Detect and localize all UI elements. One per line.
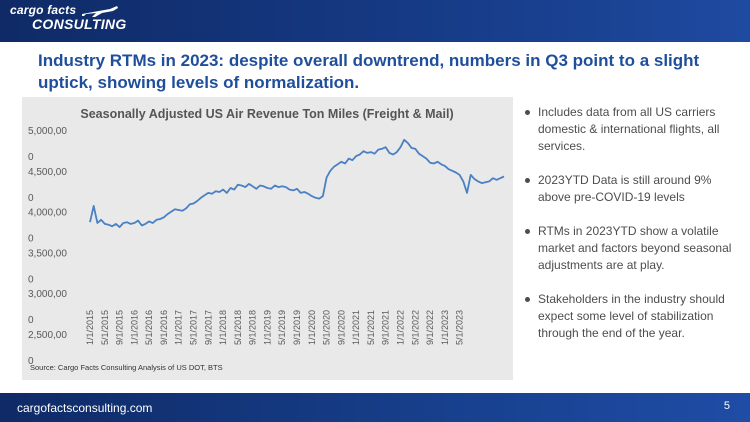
x-tick-label: 9/1/2022 xyxy=(425,310,435,345)
x-tick-label: 1/1/2022 xyxy=(396,310,406,345)
y-tick-label: 0 xyxy=(28,356,34,367)
series-line xyxy=(89,138,505,229)
x-tick-label: 1/1/2017 xyxy=(174,310,184,345)
source-note: Source: Cargo Facts Consulting Analysis … xyxy=(30,363,223,372)
x-tick-label: 5/1/2018 xyxy=(233,310,243,345)
bullet-text: 2023YTD Data is still around 9% above pr… xyxy=(538,173,712,204)
y-tick-label: 0 xyxy=(28,274,34,285)
x-tick-label: 1/1/2019 xyxy=(262,310,272,345)
x-tick-label: 5/1/2019 xyxy=(277,310,287,345)
bullet-item: Stakeholders in the industry should expe… xyxy=(522,291,734,342)
slide-title: Industry RTMs in 2023: despite overall d… xyxy=(38,51,700,92)
header-bar: cargo facts CONSULTING xyxy=(0,0,750,42)
logo: cargo facts CONSULTING xyxy=(10,4,127,31)
x-tick-label: 5/1/2021 xyxy=(366,310,376,345)
y-tick-label: 4,500,00 xyxy=(28,167,67,178)
footer-bar: cargofactsconsulting.com 5 xyxy=(0,393,750,422)
y-tick-label: 3,000,00 xyxy=(28,289,67,300)
line-chart: Seasonally Adjusted US Air Revenue Ton M… xyxy=(28,107,505,367)
x-tick-label: 1/1/2016 xyxy=(129,310,139,345)
x-tick-label: 5/1/2023 xyxy=(455,310,465,345)
bullet-item: RTMs in 2023YTD show a volatile market a… xyxy=(522,223,734,274)
footer-url[interactable]: cargofactsconsulting.com xyxy=(17,401,153,415)
y-tick-label: 0 xyxy=(28,234,34,245)
page-number: 5 xyxy=(723,400,730,412)
x-tick-label: 9/1/2021 xyxy=(381,310,391,345)
x-tick-label: 5/1/2022 xyxy=(410,310,420,345)
x-tick-label: 9/1/2018 xyxy=(248,310,258,345)
airplane-icon xyxy=(82,6,118,17)
y-tick-label: 3,500,00 xyxy=(28,248,67,259)
logo-text-bottom: CONSULTING xyxy=(32,16,127,32)
x-tick-label: 1/1/2021 xyxy=(351,310,361,345)
x-tick-label: 1/1/2018 xyxy=(218,310,228,345)
x-tick-label: 9/1/2016 xyxy=(159,310,169,345)
bullet-marker xyxy=(525,297,530,302)
bullet-list: Includes data from all US carriers domes… xyxy=(522,104,734,359)
x-tick-label: 9/1/2020 xyxy=(336,310,346,345)
x-tick-label: 5/1/2016 xyxy=(144,310,154,345)
bullet-marker xyxy=(525,178,530,183)
y-tick-label: 4,000,00 xyxy=(28,208,67,219)
x-tick-label: 9/1/2017 xyxy=(203,310,213,345)
y-tick-label: 0 xyxy=(28,152,34,163)
chart-area: Seasonally Adjusted US Air Revenue Ton M… xyxy=(22,97,513,380)
bullet-marker xyxy=(525,229,530,234)
bullet-text: RTMs in 2023YTD show a volatile market a… xyxy=(538,224,732,272)
x-tick-label: 5/1/2017 xyxy=(189,310,199,345)
y-tick-label: 5,000,00 xyxy=(28,126,67,137)
bullet-text: Includes data from all US carriers domes… xyxy=(538,105,720,153)
x-tick-label: 9/1/2019 xyxy=(292,310,302,345)
bullet-item: 2023YTD Data is still around 9% above pr… xyxy=(522,172,734,206)
bullet-item: Includes data from all US carriers domes… xyxy=(522,104,734,155)
x-tick-label: 1/1/2023 xyxy=(440,310,450,345)
y-tick-label: 2,500,00 xyxy=(28,330,67,341)
x-tick-label: 5/1/2020 xyxy=(322,310,332,345)
y-tick-label: 0 xyxy=(28,315,34,326)
bullet-marker xyxy=(525,110,530,115)
x-tick-label: 5/1/2015 xyxy=(100,310,110,345)
y-tick-label: 0 xyxy=(28,193,34,204)
logo-text-top: cargo facts xyxy=(10,3,77,17)
chart-title: Seasonally Adjusted US Air Revenue Ton M… xyxy=(80,107,453,121)
x-tick-label: 1/1/2015 xyxy=(85,310,95,345)
x-tick-label: 1/1/2020 xyxy=(307,310,317,345)
x-tick-label: 9/1/2015 xyxy=(115,310,125,345)
bullet-text: Stakeholders in the industry should expe… xyxy=(538,292,725,340)
